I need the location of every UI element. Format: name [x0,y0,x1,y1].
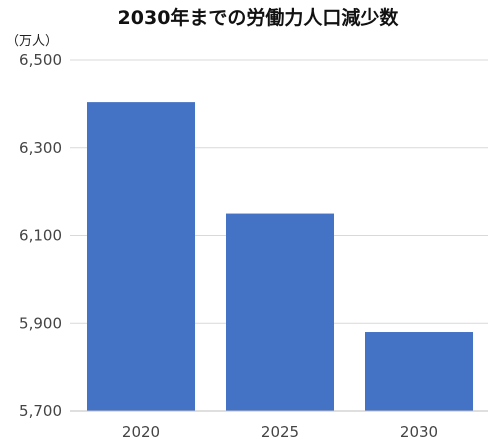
y-tick-label: 6,500 [19,51,62,69]
y-tick-label: 6,100 [19,227,62,245]
x-tick-label: 2020 [122,423,160,441]
bar-2030 [365,332,473,411]
bar-2025 [226,213,334,411]
y-tick-label: 5,900 [19,314,62,332]
x-axis-ticks: 2020 2025 2030 [122,423,438,441]
x-tick-label: 2025 [261,423,299,441]
y-axis-ticks: 5,700 5,900 6,100 6,300 6,500 [19,51,62,420]
y-axis-unit-label: （万人） [6,34,58,49]
bar-2020 [87,102,195,412]
chart-title: 2030年までの労働力人口減少数 [118,6,400,29]
y-tick-label: 6,300 [19,139,62,157]
x-tick-label: 2030 [400,423,438,441]
y-tick-label: 5,700 [19,402,62,420]
bars [87,102,473,412]
